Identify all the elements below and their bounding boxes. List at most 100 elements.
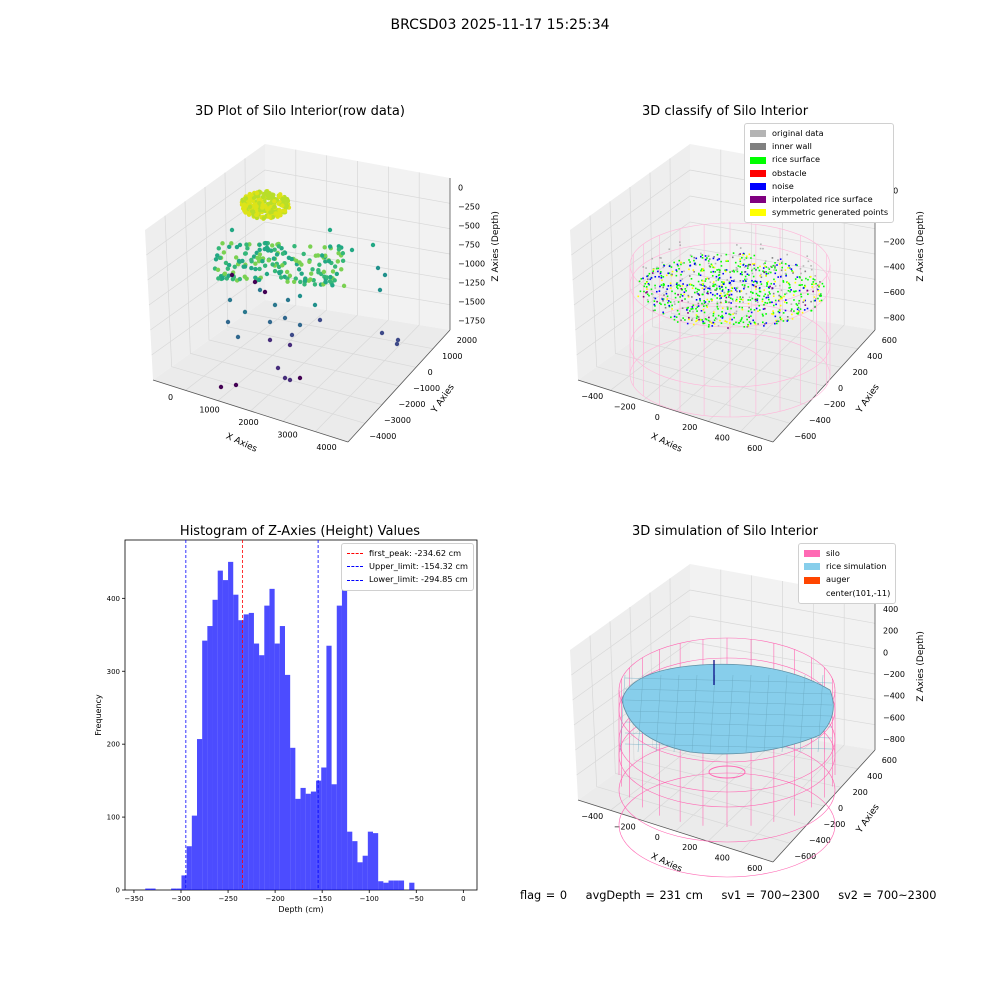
- classified-point: [744, 271, 746, 273]
- classified-point: [708, 265, 711, 267]
- classified-point: [701, 254, 704, 256]
- classified-point: [751, 263, 754, 265]
- classified-point: [717, 314, 720, 317]
- classified-point: [736, 290, 738, 293]
- classified-point: [639, 290, 642, 293]
- classified-point: [779, 284, 781, 287]
- classified-point: [766, 283, 769, 285]
- classified-point: [718, 277, 721, 279]
- classified-point: [715, 284, 718, 287]
- data-point: [280, 196, 285, 202]
- classified-point: [739, 300, 741, 303]
- classified-point: [673, 318, 676, 321]
- classified-point: [642, 295, 645, 298]
- classified-point: [674, 303, 676, 305]
- classified-point: [735, 269, 738, 272]
- classified-point: [707, 287, 709, 290]
- classified-point: [721, 316, 724, 318]
- classified-point: [705, 286, 707, 288]
- classified-point: [810, 300, 812, 303]
- classified-point: [665, 290, 667, 293]
- data-point: [232, 264, 237, 270]
- classified-point: [795, 303, 798, 305]
- y-tick-label: −600: [794, 852, 816, 861]
- grid-line: [609, 201, 808, 406]
- x-tick-label: 200: [682, 843, 697, 852]
- data-point: [308, 277, 313, 282]
- status-avg-depth: avgDepth = 231 cm: [585, 889, 703, 902]
- classified-point: [662, 266, 665, 269]
- classified-point: [687, 306, 689, 309]
- classified-point: [696, 288, 699, 291]
- classified-point: [716, 302, 719, 305]
- grid-line: [575, 247, 876, 331]
- classified-point: [685, 290, 687, 292]
- classified-point: [810, 268, 813, 271]
- x-tick-label: 0: [461, 895, 465, 903]
- data-point: [242, 264, 248, 269]
- classified-point: [762, 270, 764, 273]
- classified-point: [758, 287, 761, 289]
- classified-point: [705, 318, 708, 321]
- classified-point: [772, 264, 775, 267]
- classified-point: [753, 254, 756, 257]
- classified-point: [775, 322, 778, 325]
- legend-item-silo: silo: [804, 547, 890, 560]
- classified-point: [687, 294, 690, 297]
- histogram-bar: [388, 880, 394, 890]
- classified-point: [738, 306, 741, 308]
- rice-mesh: [624, 732, 833, 739]
- classified-point: [711, 299, 713, 302]
- classified-point: [754, 285, 756, 288]
- classified-point: [749, 263, 751, 266]
- legend-item-inner-wall: inner wall: [750, 140, 888, 153]
- classified-point: [735, 300, 738, 302]
- classified-point: [702, 322, 705, 325]
- z-tick-label: 200: [883, 627, 898, 636]
- classified-point: [759, 280, 762, 283]
- classified-point: [794, 278, 797, 280]
- classified-point: [669, 301, 672, 303]
- data-point: [252, 279, 258, 285]
- classified-point: [751, 297, 754, 300]
- classified-point: [773, 283, 775, 285]
- classified-point: [706, 306, 709, 308]
- data-point: [282, 315, 288, 321]
- classified-point: [676, 321, 679, 323]
- classified-point: [707, 319, 710, 322]
- classified-point: [776, 264, 778, 266]
- x-tick-label: −200: [614, 403, 636, 412]
- classified-point: [807, 260, 810, 263]
- data-point: [299, 271, 304, 276]
- simulation-3d-plot: −400−20002004006006004002000−200−400−600…: [570, 564, 926, 878]
- data-point: [243, 251, 249, 256]
- classified-point: [788, 264, 790, 267]
- x-tick-label: 2000: [238, 418, 258, 427]
- data-point: [323, 279, 328, 285]
- classified-point: [719, 297, 721, 300]
- classified-point: [667, 301, 669, 304]
- data-point: [242, 309, 248, 315]
- classified-point: [718, 285, 721, 288]
- classified-point: [678, 259, 681, 262]
- z-tick-label: −800: [883, 313, 905, 322]
- data-point: [242, 202, 247, 207]
- classified-point: [743, 326, 746, 328]
- classified-point: [769, 271, 772, 274]
- classified-point: [667, 300, 670, 302]
- legend-swatch: [804, 563, 820, 571]
- classified-point: [647, 278, 649, 281]
- classified-point: [702, 303, 704, 306]
- classified-point: [762, 308, 765, 310]
- classified-point: [747, 310, 750, 312]
- classified-point: [779, 258, 782, 260]
- classified-point: [709, 288, 711, 291]
- x-tick-label: −400: [581, 812, 603, 821]
- data-point: [261, 216, 267, 221]
- classified-point: [761, 298, 764, 301]
- classified-point: [688, 283, 691, 286]
- z-axis-label: Z Axies (Depth): [491, 211, 501, 282]
- data-point: [267, 214, 272, 220]
- rice-mesh: [781, 674, 788, 753]
- classified-point: [799, 284, 802, 287]
